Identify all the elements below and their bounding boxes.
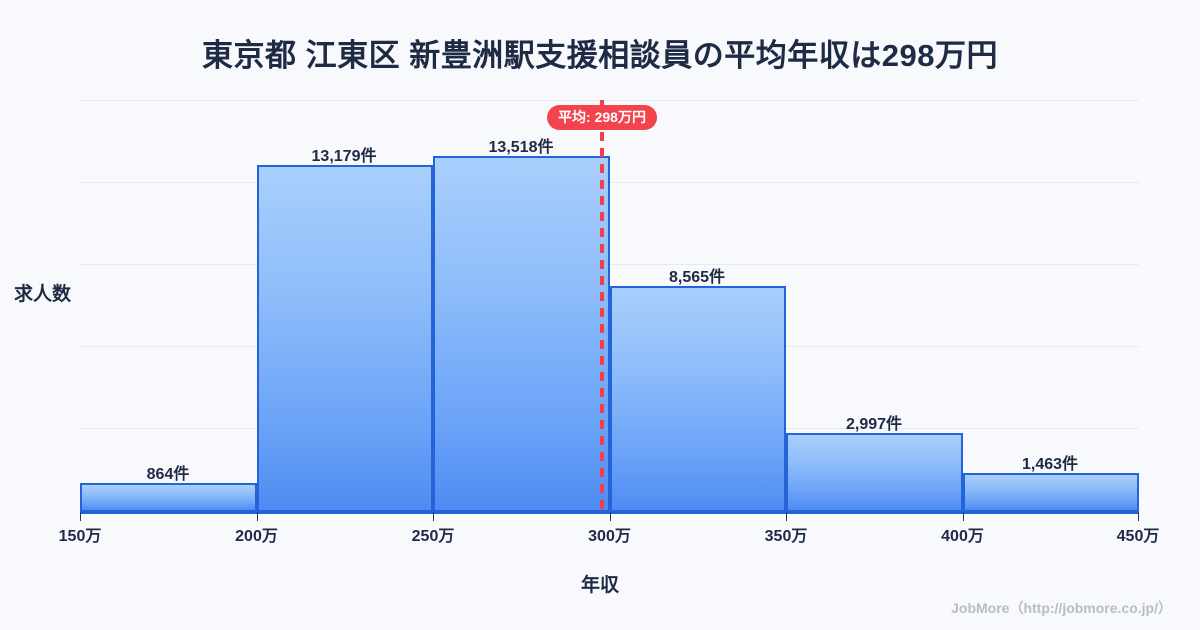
x-axis-tick-label: 450万 [1116, 528, 1160, 545]
x-axis-tick [786, 512, 787, 521]
watermark-credit: JobMore（http://jobmore.co.jp/） [951, 600, 1172, 616]
gridline [80, 182, 1139, 183]
bar-400man[interactable] [962, 473, 1139, 512]
bar-value-label: 13,179件 [311, 148, 377, 165]
x-axis-tick [1138, 512, 1139, 521]
x-axis-tick-label: 250万 [411, 528, 455, 545]
bar-150man[interactable] [80, 483, 257, 512]
plot-area: 864件 13,179件 13,518件 8,565件 2,997件 1,463… [59, 100, 1159, 545]
x-axis-tick-label: 400万 [941, 528, 984, 545]
average-badge: 平均: 298万円 [547, 105, 657, 131]
x-axis-label: 年収 [580, 575, 619, 596]
x-axis-tick [256, 512, 258, 521]
x-axis-tick-label: 150万 [58, 528, 102, 545]
x-axis-tick [962, 512, 964, 521]
gridline [80, 100, 1139, 101]
x-axis-tick [609, 512, 611, 521]
y-axis-label: 求人数 [14, 284, 72, 305]
average-line [600, 100, 604, 512]
bar-value-label: 13,518件 [488, 139, 554, 156]
bar-value-label: 864件 [146, 466, 190, 483]
bar-300man[interactable] [609, 286, 786, 512]
bar-value-label: 8,565件 [668, 269, 726, 286]
bar-200man[interactable] [256, 165, 433, 512]
bar-value-label: 2,997件 [845, 416, 903, 433]
bar-350man[interactable] [786, 433, 963, 512]
x-axis-tick-label: 350万 [764, 528, 808, 545]
page-title: 東京都 江東区 新豊洲駅支援相談員の平均年収は298万円 [202, 38, 998, 73]
gridline [80, 264, 1139, 265]
bar-250man[interactable] [433, 156, 610, 512]
x-axis-tick [433, 512, 434, 521]
x-axis-tick-label: 300万 [588, 528, 631, 545]
bar-value-label: 1,463件 [1021, 456, 1079, 473]
x-axis-tick [80, 512, 81, 521]
x-axis-tick-label: 200万 [235, 528, 278, 545]
